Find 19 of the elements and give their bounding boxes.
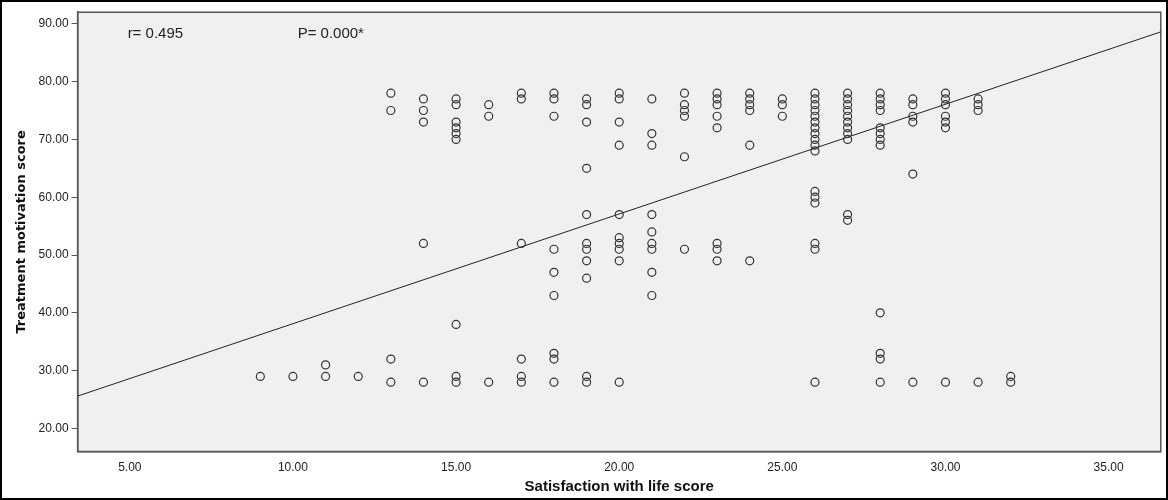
x-axis-title: Satisfaction with life score [524, 477, 714, 495]
x-tick-label: 35.00 [1093, 460, 1124, 475]
y-tick-label: 40.00 [38, 305, 69, 320]
y-tick-label: 30.00 [38, 362, 69, 377]
annotation: P= 0.000* [297, 24, 365, 42]
y-axis-title: Treatment motivation score [13, 130, 29, 334]
x-tick-label: 5.00 [118, 460, 142, 475]
y-tick-label: 70.00 [38, 131, 69, 146]
annotation: r= 0.495 [127, 24, 184, 42]
y-tick-label: 80.00 [38, 73, 69, 88]
y-tick-label: 60.00 [38, 189, 69, 204]
y-tick-label: 50.00 [38, 247, 69, 262]
x-tick-label: 25.00 [767, 460, 798, 475]
x-tick-label: 30.00 [930, 460, 961, 475]
x-tick-label: 15.00 [441, 460, 472, 475]
y-tick-label: 20.00 [38, 420, 69, 435]
x-tick-label: 20.00 [604, 460, 635, 475]
y-tick-label: 90.00 [38, 16, 69, 31]
x-tick-label: 10.00 [277, 460, 309, 475]
